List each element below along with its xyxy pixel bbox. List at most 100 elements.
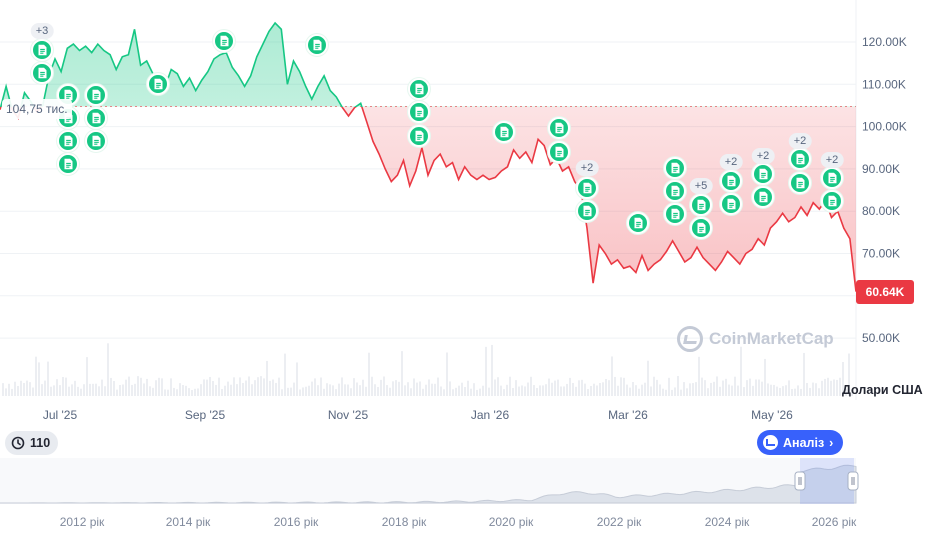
volume-bar xyxy=(383,376,385,396)
volume-bar xyxy=(431,383,433,396)
analysis-button[interactable]: Аналіз › xyxy=(757,430,844,455)
news-marker[interactable] xyxy=(576,177,598,199)
news-marker[interactable] xyxy=(493,121,515,143)
volume-bar xyxy=(446,352,448,396)
news-marker[interactable] xyxy=(627,212,649,234)
news-document-icon xyxy=(727,198,735,210)
news-marker[interactable] xyxy=(57,153,79,175)
volume-bar xyxy=(683,382,685,396)
volume-bar xyxy=(143,383,145,396)
volume-bar xyxy=(350,388,352,396)
y-tick-label: 100.00K xyxy=(862,120,907,134)
news-marker[interactable] xyxy=(821,167,843,189)
news-marker[interactable] xyxy=(720,170,742,192)
range-navigator[interactable]: 2012 рік 2014 рік 2016 рік 2018 рік 2020 рік… xyxy=(0,458,859,529)
volume-bar xyxy=(425,384,427,396)
news-marker[interactable] xyxy=(664,180,686,202)
news-marker[interactable] xyxy=(690,217,712,239)
volume-bar xyxy=(137,376,139,396)
news-marker[interactable] xyxy=(31,62,53,84)
current-price-label: 60.64K xyxy=(856,280,914,304)
volume-bar xyxy=(203,379,205,396)
volume-bar xyxy=(725,378,727,396)
volume-bar xyxy=(485,346,487,396)
news-marker[interactable] xyxy=(548,141,570,163)
news-marker[interactable] xyxy=(57,130,79,152)
volume-bar xyxy=(47,361,49,396)
news-count-badge[interactable]: +2 xyxy=(575,160,599,176)
news-marker[interactable] xyxy=(821,190,843,212)
news-marker[interactable] xyxy=(147,73,169,95)
navigator-area xyxy=(0,464,857,504)
volume-bar xyxy=(401,351,403,396)
volume-bar xyxy=(131,384,133,396)
volume-bar xyxy=(773,384,775,396)
volume-bar xyxy=(506,384,508,396)
news-count-badge[interactable]: +2 xyxy=(820,152,844,168)
news-marker[interactable] xyxy=(690,194,712,216)
volume-bar xyxy=(263,378,265,396)
news-marker[interactable] xyxy=(752,163,774,185)
navigator-handle[interactable] xyxy=(794,471,806,491)
navigator-tick-label: 2022 рік xyxy=(597,515,642,529)
news-count-badge[interactable]: +5 xyxy=(689,178,713,194)
history-button[interactable]: 110 xyxy=(5,431,59,455)
navigator-tick-label: 2018 рік xyxy=(382,515,427,529)
volume-bar xyxy=(704,380,706,396)
news-marker[interactable] xyxy=(408,101,430,123)
news-count-badge[interactable]: +2 xyxy=(788,133,812,149)
news-marker[interactable] xyxy=(789,148,811,170)
volume-bar xyxy=(77,386,79,396)
news-marker[interactable] xyxy=(306,34,328,56)
volume-bar xyxy=(440,386,442,396)
price-areas xyxy=(0,23,856,292)
news-marker[interactable] xyxy=(548,117,570,139)
news-marker[interactable] xyxy=(752,186,774,208)
volume-bar xyxy=(803,352,805,396)
news-marker[interactable] xyxy=(789,172,811,194)
news-marker[interactable] xyxy=(408,78,430,100)
x-tick-label: Sep '25 xyxy=(185,408,226,422)
volume-bar xyxy=(2,383,4,396)
volume-bar xyxy=(794,388,796,396)
news-count-badge[interactable]: +3 xyxy=(30,23,54,39)
volume-bar xyxy=(89,383,91,396)
volume-bar xyxy=(437,377,439,396)
news-count-badge[interactable]: +2 xyxy=(751,148,775,164)
news-count-badge[interactable]: +2 xyxy=(719,154,743,170)
volume-bar xyxy=(221,389,223,396)
volume-bar xyxy=(626,384,628,396)
news-document-icon xyxy=(796,177,804,189)
news-marker[interactable] xyxy=(85,130,107,152)
volume-bar xyxy=(266,360,268,396)
volume-bar xyxy=(20,380,22,396)
news-marker[interactable] xyxy=(85,84,107,106)
news-marker[interactable] xyxy=(213,30,235,52)
volume-bar xyxy=(209,376,211,396)
volume-bar xyxy=(326,383,328,396)
news-marker[interactable] xyxy=(408,125,430,147)
volume-bar xyxy=(818,388,820,396)
news-marker[interactable] xyxy=(85,107,107,129)
price-line-up xyxy=(0,21,363,107)
news-marker[interactable] xyxy=(664,203,686,225)
volume-bar xyxy=(68,386,70,396)
volume-bar xyxy=(842,362,844,396)
volume-bar xyxy=(332,385,334,396)
volume-bar xyxy=(158,377,160,396)
news-document-icon xyxy=(634,217,642,229)
volume-bar xyxy=(749,378,751,396)
news-marker[interactable] xyxy=(720,193,742,215)
news-marker[interactable] xyxy=(576,200,598,222)
volume-bar xyxy=(572,383,574,396)
navigator-selection[interactable] xyxy=(800,458,854,504)
volume-bar xyxy=(527,382,529,396)
navigator-handle[interactable] xyxy=(847,471,859,491)
volume-bar xyxy=(242,383,244,396)
news-marker[interactable] xyxy=(664,157,686,179)
news-marker[interactable] xyxy=(31,39,53,61)
x-tick-label: Nov '25 xyxy=(328,408,369,422)
volume-bar xyxy=(128,376,130,396)
volume-bar xyxy=(707,388,709,396)
